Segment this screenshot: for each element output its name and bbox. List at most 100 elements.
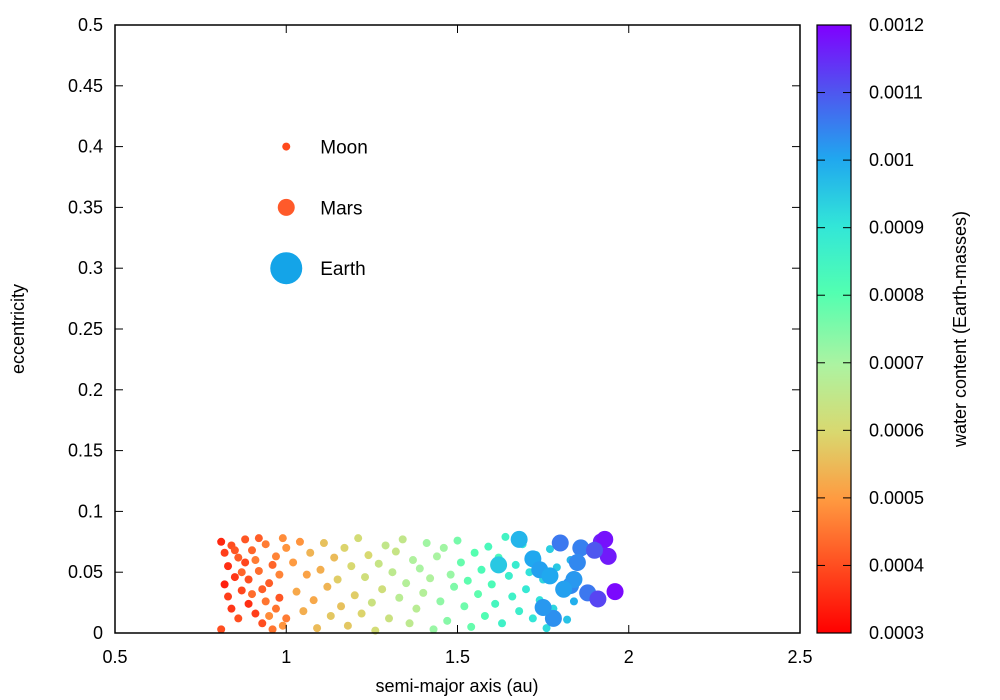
- data-point: [501, 532, 510, 541]
- data-point: [443, 616, 452, 625]
- data-point: [364, 551, 373, 560]
- data-point: [278, 621, 287, 630]
- y-tick-label: 0.05: [68, 562, 103, 582]
- data-point: [515, 607, 524, 616]
- data-point: [426, 574, 435, 583]
- data-point: [572, 539, 590, 557]
- data-point: [429, 625, 438, 634]
- data-point: [337, 602, 346, 611]
- data-point: [511, 560, 520, 569]
- data-point: [340, 543, 349, 552]
- data-point: [330, 553, 339, 562]
- data-point: [477, 565, 486, 574]
- data-point: [227, 604, 236, 613]
- data-point: [347, 562, 356, 571]
- data-point: [453, 536, 462, 545]
- colorbar-tick-label: 0.0012: [869, 15, 924, 35]
- colorbar-tick-label: 0.0007: [869, 353, 924, 373]
- data-point: [391, 547, 400, 556]
- data-point: [251, 556, 260, 565]
- data-point: [241, 535, 250, 544]
- data-point: [470, 548, 479, 557]
- data-point: [474, 590, 483, 599]
- data-point: [432, 552, 441, 561]
- y-tick-label: 0.4: [78, 137, 103, 157]
- data-point: [544, 609, 562, 627]
- data-point: [271, 604, 280, 613]
- colorbar-tick-label: 0.0004: [869, 555, 924, 575]
- colorbar-title: water content (Earth-masses): [950, 211, 970, 448]
- data-point: [541, 567, 559, 585]
- data-point: [248, 590, 256, 599]
- data-point: [508, 592, 517, 601]
- data-point: [555, 580, 573, 598]
- data-point: [490, 556, 508, 574]
- data-point: [422, 539, 431, 548]
- data-point: [388, 568, 397, 577]
- data-point: [333, 575, 342, 584]
- data-point: [357, 609, 366, 618]
- data-points: [217, 530, 624, 635]
- data-point: [275, 593, 284, 602]
- colorbar-tick-label: 0.0005: [869, 488, 924, 508]
- data-point: [224, 562, 233, 571]
- data-point: [271, 552, 280, 561]
- data-point: [278, 534, 287, 543]
- data-point: [436, 597, 445, 606]
- data-point: [292, 587, 301, 596]
- data-point: [456, 558, 465, 567]
- colorbar-tick-label: 0.0011: [869, 83, 923, 103]
- y-axis-title: eccentricity: [8, 284, 28, 374]
- data-point: [248, 546, 256, 555]
- data-point: [302, 570, 311, 579]
- x-tick-label: 1: [281, 647, 291, 667]
- data-point: [313, 624, 322, 633]
- data-point: [309, 596, 318, 605]
- y-tick-label: 0: [93, 623, 103, 643]
- y-tick-label: 0.45: [68, 76, 103, 96]
- data-point: [261, 597, 270, 606]
- data-point: [463, 576, 472, 585]
- data-point: [319, 539, 328, 548]
- legend-label-mars: Mars: [320, 198, 362, 219]
- data-point: [510, 530, 528, 548]
- data-point: [589, 590, 607, 608]
- data-point: [385, 614, 393, 623]
- colorbar: [816, 24, 852, 634]
- data-point: [467, 622, 476, 631]
- data-point: [244, 575, 253, 584]
- colorbar-tick-label: 0.0009: [869, 218, 924, 238]
- data-point: [230, 546, 239, 555]
- data-point: [254, 566, 263, 575]
- data-point: [599, 547, 617, 565]
- y-tick-label: 0.35: [68, 197, 103, 217]
- data-point: [230, 573, 239, 582]
- colorbar-tick-label: 0.0006: [869, 420, 924, 440]
- data-point: [563, 615, 572, 624]
- data-point: [439, 543, 448, 552]
- data-point: [244, 599, 253, 608]
- data-point: [224, 592, 233, 601]
- size-legend: Moon Mars Earth: [270, 138, 368, 285]
- data-point: [217, 537, 226, 546]
- data-point: [398, 535, 407, 544]
- y-axis: 0 0.05 0.1 0.15 0.2 0.25 0.3 0.35 0.4 0.45 0.5: [68, 15, 800, 643]
- data-point: [484, 542, 493, 551]
- y-tick-label: 0.25: [68, 319, 103, 339]
- data-point: [289, 558, 298, 567]
- data-point: [586, 541, 603, 559]
- data-point: [306, 548, 315, 557]
- colorbar-tick-label: 0.0008: [869, 285, 924, 305]
- data-point: [282, 614, 291, 623]
- data-point: [268, 560, 277, 569]
- data-point: [261, 540, 270, 549]
- data-point: [487, 580, 496, 589]
- data-point: [217, 625, 226, 634]
- data-point: [381, 541, 390, 550]
- data-point: [419, 588, 428, 597]
- data-point: [299, 607, 308, 616]
- data-point: [275, 570, 284, 579]
- data-point: [480, 611, 489, 620]
- data-point: [408, 556, 417, 565]
